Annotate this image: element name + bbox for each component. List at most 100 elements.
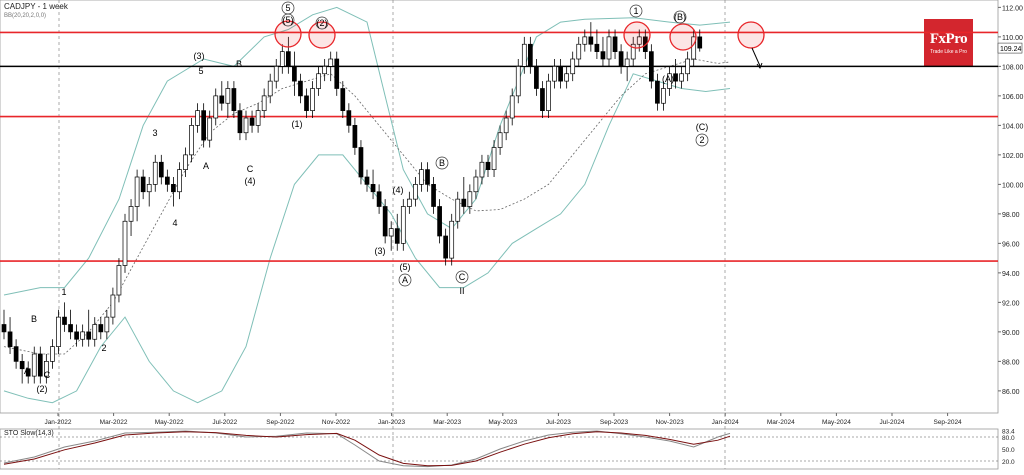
logo-tagline: Trade Like a Pro	[930, 49, 967, 55]
candle-body	[636, 36, 642, 45]
candle-body	[497, 132, 503, 148]
candle-body	[661, 88, 666, 104]
candle-body	[673, 73, 678, 82]
wave-label: (1)	[292, 119, 303, 129]
wave-label: (5)	[400, 262, 411, 272]
candle-body	[594, 43, 600, 52]
candle-body	[43, 361, 49, 377]
candle-body	[655, 80, 660, 104]
candle-body	[243, 117, 249, 134]
candle-body	[13, 346, 19, 362]
candle-body	[267, 80, 273, 97]
highlight-circle	[737, 21, 765, 49]
y-tick-label: 98.00	[1002, 212, 1020, 219]
candle-body	[340, 88, 346, 111]
last-price-box	[997, 42, 1023, 54]
candle-body	[31, 353, 37, 377]
candle-body	[479, 161, 485, 178]
wave-label: 1	[633, 6, 638, 16]
last-price-label: 109.24	[1000, 46, 1022, 53]
candle-body	[195, 110, 200, 126]
candle-body	[134, 176, 140, 207]
candle-body	[116, 265, 122, 296]
y-tick-label: 96.00	[1002, 241, 1020, 248]
x-tick-label: Nov-2023	[656, 419, 685, 426]
candle-body	[207, 117, 213, 141]
wave-label: (4)	[245, 176, 256, 186]
stoch-value-label: 83.4	[1002, 429, 1015, 436]
wave-label: C	[247, 164, 254, 174]
candle-body	[685, 58, 691, 75]
candle-body	[255, 110, 261, 126]
candle-body	[165, 176, 170, 185]
wave-label: (A)	[662, 74, 674, 84]
candle-body	[177, 169, 182, 193]
logo-brand: FxPro	[929, 31, 968, 47]
candle-body	[25, 368, 31, 377]
candle-body	[407, 198, 412, 207]
candle-body	[419, 169, 424, 185]
candle-body	[334, 58, 340, 89]
x-tick-label: Sep-2024	[933, 419, 962, 426]
stoch-d-line	[3, 431, 731, 467]
candle-body	[189, 125, 194, 156]
candle-body	[600, 51, 606, 60]
candle-body	[473, 176, 479, 193]
candle-body	[140, 176, 146, 193]
y-tick-label: 100.00	[1002, 182, 1024, 189]
wave-label-circle	[398, 273, 412, 287]
candle-body	[449, 220, 455, 259]
main-panel-frame	[0, 0, 999, 414]
wave-label: (B)	[674, 12, 686, 22]
wave-label-circle	[315, 16, 329, 30]
candle-body	[503, 117, 509, 134]
candle-body	[515, 66, 521, 97]
candle-body	[534, 66, 539, 89]
candle-body	[425, 169, 430, 185]
wave-label: B	[439, 158, 445, 168]
candle-body	[158, 161, 164, 178]
candle-body	[92, 324, 98, 340]
arrowhead	[756, 62, 763, 70]
highlight-circle	[274, 20, 302, 48]
candle-body	[697, 36, 703, 49]
wave-label: 2	[101, 343, 106, 353]
candle-body	[56, 316, 61, 347]
candle-body	[171, 184, 176, 193]
x-tick-label: Mar-2024	[767, 419, 795, 426]
candle-body	[388, 228, 394, 237]
candle-body	[249, 117, 255, 126]
y-tick-label: 108.00	[1002, 64, 1024, 71]
wave-label: 4	[172, 218, 177, 228]
candle-body	[328, 58, 334, 67]
candle-body	[455, 198, 461, 222]
wave-label: B	[31, 314, 37, 324]
wave-label: A	[203, 161, 209, 171]
x-tick-label: Mar-2023	[433, 419, 461, 426]
y-tick-label: 112.00	[1002, 5, 1023, 12]
candle-body	[382, 206, 388, 237]
candle-body	[104, 316, 110, 333]
wave-label-circle	[629, 4, 643, 18]
candle-body	[376, 191, 382, 207]
chart-symbol: CADJPY - 1 week	[4, 2, 68, 11]
candle-body	[352, 125, 358, 148]
candle-body	[152, 161, 158, 185]
wave-label: (3)	[375, 246, 386, 256]
wave-label: C	[44, 370, 51, 380]
candle-body	[437, 206, 442, 237]
candle-body	[485, 161, 491, 170]
wave-label: A	[402, 275, 408, 285]
wave-label: (4)	[393, 185, 404, 195]
x-tick-label: May-2024	[822, 419, 851, 426]
y-tick-label: 110.00	[1002, 35, 1023, 42]
candle-body	[231, 88, 237, 111]
wave-label: (C)	[696, 122, 709, 132]
candle-body	[400, 206, 406, 244]
y-tick-label: 102.00	[1002, 153, 1024, 160]
candle-body	[237, 110, 243, 134]
x-tick-label: Sep-2023	[600, 419, 629, 426]
candle-body	[467, 191, 473, 207]
candle-body	[630, 43, 636, 60]
